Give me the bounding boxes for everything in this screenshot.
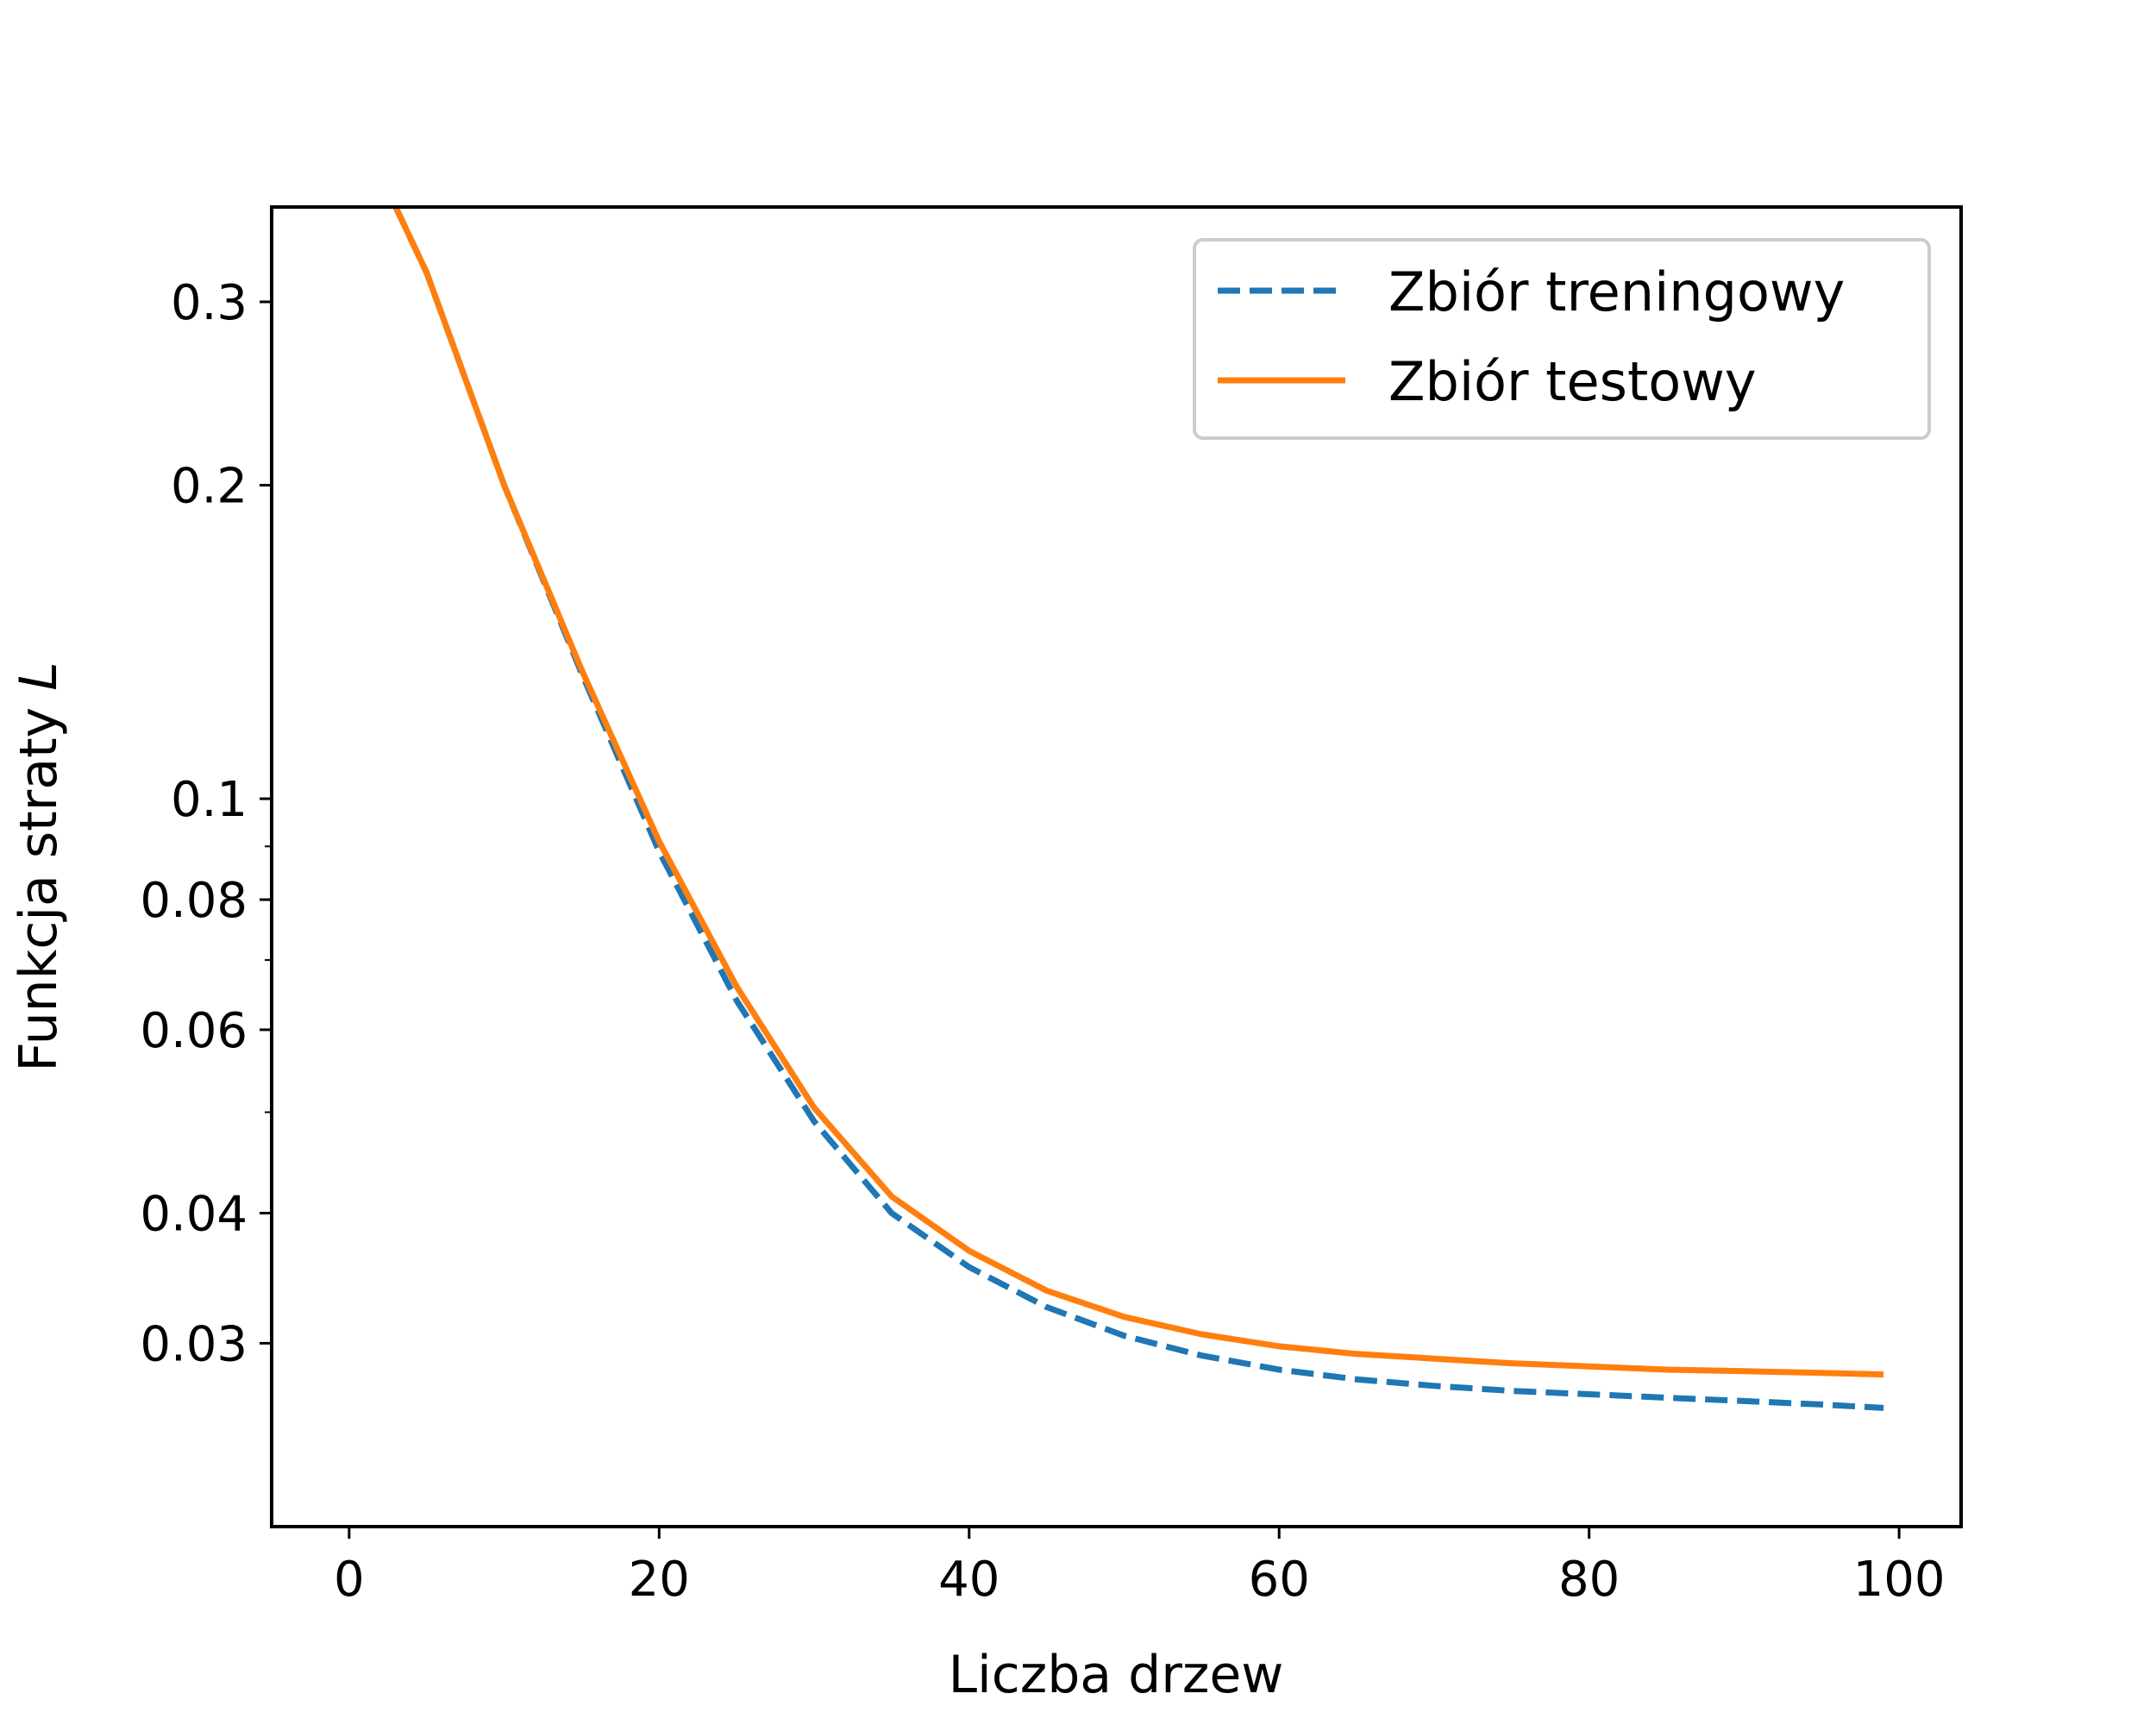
x-tick-label: 40: [938, 1552, 1000, 1608]
y-axis-label: Funkcja straty L: [9, 662, 69, 1071]
plot-frame: [270, 205, 1963, 1528]
series-line-1: [392, 207, 1884, 1378]
x-axis-label: Liczba drzew: [949, 1645, 1284, 1705]
series-line-0: [392, 207, 1884, 1411]
y-tick-label: 0.08: [140, 873, 248, 929]
x-tick-label: 0: [334, 1552, 365, 1608]
y-tick-label: 0.1: [171, 772, 248, 828]
x-tick-label: 80: [1558, 1552, 1620, 1608]
plot-lines: [392, 207, 1884, 1411]
x-axis: 0 20 40 60 80 100: [334, 1527, 1946, 1608]
legend-box: [1193, 238, 1931, 440]
x-tick-label: 60: [1249, 1552, 1310, 1608]
y-tick-label: 0.06: [140, 1003, 248, 1059]
y-axis-label-variable: L: [9, 662, 69, 690]
y-tick-label: 0.3: [171, 275, 248, 331]
legend: Zbiór treningowy Zbiór testowy: [1193, 238, 1931, 440]
y-axis: 0.03 0.04 0.06 0.08 0.1 0.2 0.3: [140, 275, 272, 1372]
legend-label-training: Zbiór treningowy: [1388, 260, 1845, 323]
x-tick-label: 20: [629, 1552, 690, 1608]
y-axis-label-text: Funkcja straty: [9, 691, 69, 1072]
legend-label-test: Zbiór testowy: [1388, 350, 1757, 413]
y-tick-label: 0.03: [140, 1316, 248, 1372]
x-tick-label: 100: [1853, 1552, 1946, 1608]
y-tick-label: 0.2: [171, 459, 248, 515]
y-tick-label: 0.04: [140, 1187, 248, 1243]
